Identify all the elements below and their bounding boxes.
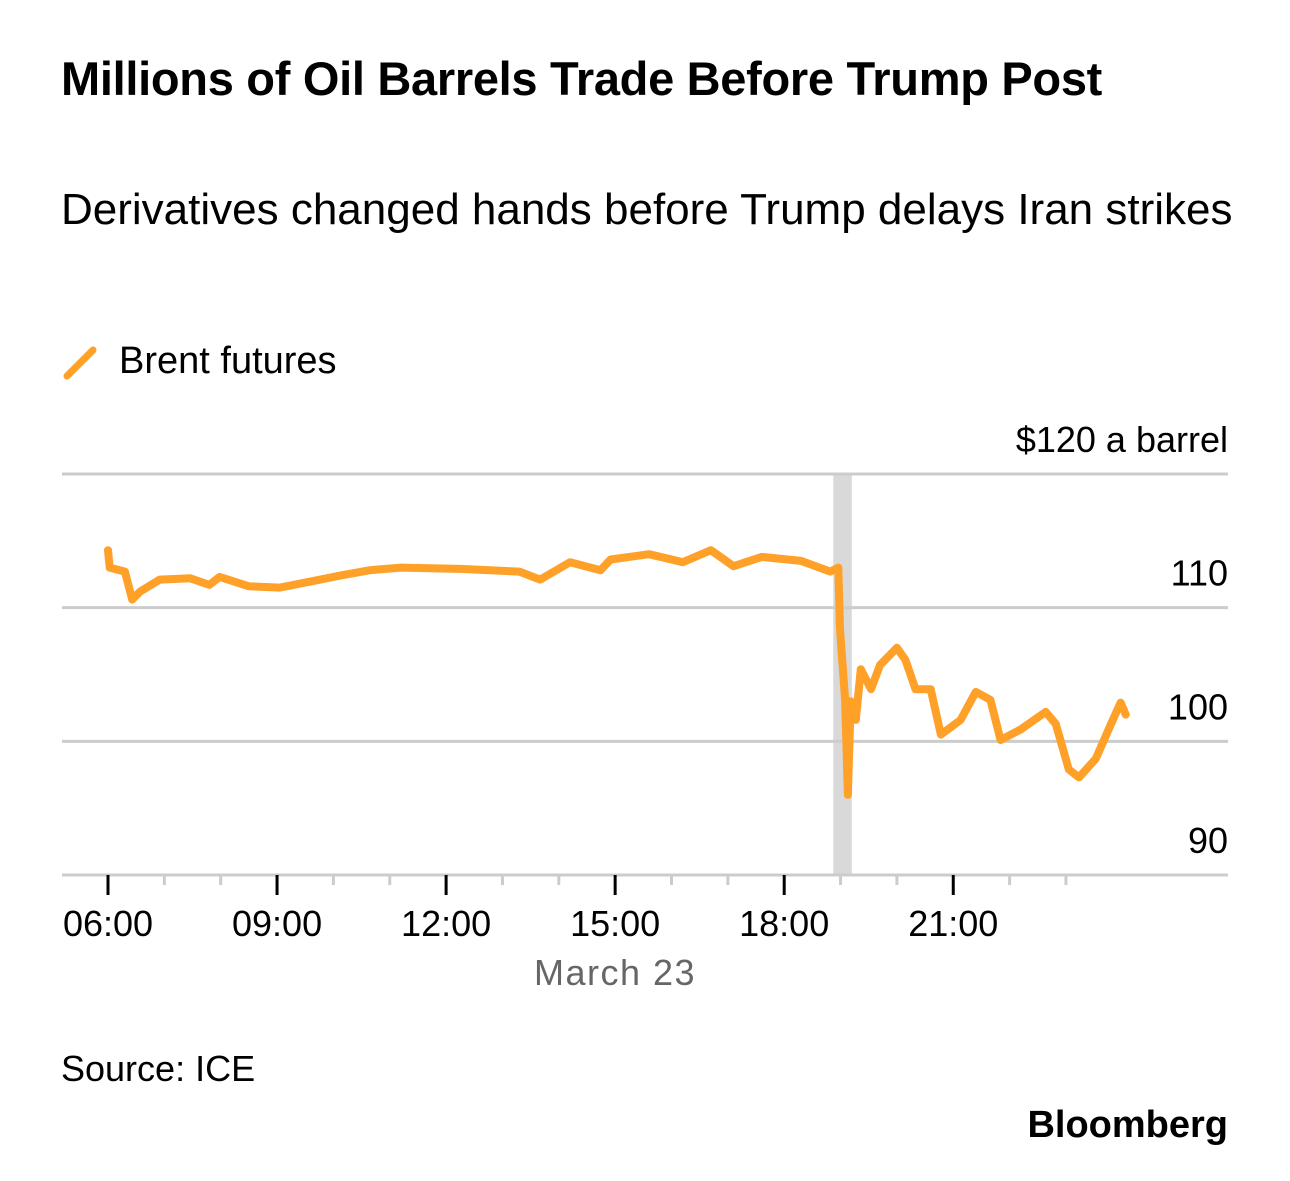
data-point bbox=[1042, 708, 1049, 715]
data-point bbox=[317, 576, 324, 583]
x-tick-label-1200: 12:00 bbox=[401, 903, 491, 944]
series-line-brent-futures bbox=[104, 546, 1130, 799]
data-point bbox=[245, 583, 252, 590]
legend-label-brent: Brent futures bbox=[119, 340, 337, 382]
data-point bbox=[1017, 726, 1024, 733]
data-point bbox=[867, 686, 874, 693]
data-point bbox=[597, 567, 604, 574]
data-point bbox=[129, 596, 136, 603]
data-point bbox=[987, 696, 994, 703]
data-point bbox=[893, 644, 900, 651]
data-point bbox=[567, 559, 574, 566]
data-point bbox=[679, 559, 686, 566]
data-point bbox=[857, 666, 864, 673]
data-point bbox=[758, 553, 765, 560]
data-point bbox=[398, 564, 405, 571]
data-point bbox=[997, 736, 1004, 743]
data-point bbox=[645, 551, 652, 558]
data-point bbox=[516, 568, 523, 575]
y-tick-label-100: 100 bbox=[1168, 686, 1228, 727]
data-point bbox=[1117, 699, 1124, 706]
y-tick-label-90: 90 bbox=[1188, 820, 1228, 861]
data-point bbox=[206, 581, 213, 588]
x-axis-label: March 23 bbox=[534, 952, 696, 993]
data-point bbox=[847, 698, 854, 705]
data-point bbox=[798, 557, 805, 564]
data-point bbox=[106, 564, 113, 571]
x-tick-label-2100: 21:00 bbox=[908, 903, 998, 944]
data-point bbox=[912, 686, 919, 693]
data-point bbox=[827, 568, 834, 575]
bloomberg-logo: Bloomberg bbox=[1027, 1104, 1228, 1146]
data-point bbox=[537, 576, 544, 583]
x-tick-label-0600: 06:00 bbox=[63, 903, 153, 944]
data-point bbox=[852, 716, 859, 723]
legend: Brent futures bbox=[61, 340, 337, 383]
data-point bbox=[836, 626, 843, 633]
data-point bbox=[1065, 766, 1072, 773]
data-point bbox=[1092, 755, 1099, 762]
x-tick-label-1800: 18:00 bbox=[739, 903, 829, 944]
x-tick-label-0900: 09:00 bbox=[232, 903, 322, 944]
chart-subtitle: Derivatives changed hands before Trump d… bbox=[61, 185, 1233, 234]
data-point bbox=[835, 564, 842, 571]
legend-swatch-icon bbox=[63, 346, 97, 379]
data-point bbox=[121, 568, 128, 575]
data-point bbox=[607, 556, 614, 563]
x-tick-label-1500: 15:00 bbox=[570, 903, 660, 944]
data-point bbox=[876, 662, 883, 669]
data-point bbox=[187, 575, 194, 582]
data-point bbox=[902, 656, 909, 663]
data-point bbox=[844, 791, 851, 798]
data-point bbox=[1122, 711, 1129, 718]
source-note: Source: ICE bbox=[61, 1048, 256, 1089]
data-point bbox=[337, 572, 344, 579]
y-tick-label-110: 110 bbox=[1171, 553, 1228, 594]
data-point bbox=[1075, 774, 1082, 781]
data-point bbox=[972, 688, 979, 695]
data-point bbox=[105, 547, 111, 554]
data-point bbox=[276, 584, 283, 591]
data-point bbox=[937, 731, 944, 738]
data-point bbox=[957, 716, 964, 723]
data-point bbox=[137, 588, 144, 595]
data-point bbox=[730, 563, 737, 570]
data-point bbox=[156, 576, 163, 583]
data-point bbox=[842, 696, 849, 703]
data-point bbox=[216, 573, 223, 580]
data-point bbox=[457, 565, 464, 572]
data-point bbox=[1108, 720, 1115, 727]
data-point bbox=[927, 686, 934, 693]
chart-title: Millions of Oil Barrels Trade Before Tru… bbox=[61, 52, 1103, 105]
y-tick-label-120: $120 a barrel bbox=[1016, 419, 1228, 460]
data-point bbox=[367, 567, 374, 574]
data-point bbox=[1052, 720, 1059, 727]
data-point bbox=[707, 547, 714, 554]
